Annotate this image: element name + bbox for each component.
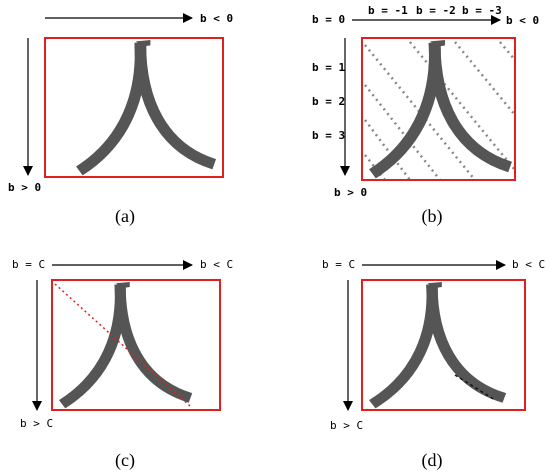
frame — [361, 37, 516, 181]
caption: (c) — [115, 450, 135, 471]
glyph — [79, 40, 214, 171]
glyph — [62, 282, 190, 404]
glyph — [372, 40, 510, 174]
caption: (b) — [422, 206, 443, 227]
y-label: b > C — [20, 417, 53, 430]
side-label: b = 2 — [312, 95, 345, 108]
panel-d: b = C b < C b > C (d) — [322, 258, 545, 471]
top-label: b = -1 — [368, 4, 408, 17]
x-label: b < 0 — [506, 14, 539, 27]
side-label: b = 3 — [312, 129, 345, 142]
side-label: b = 1 — [312, 61, 345, 74]
panel-c: b = C b < C b > C (c) — [12, 258, 233, 471]
frame — [51, 279, 221, 411]
red-dotted-line — [54, 283, 191, 407]
caption: (a) — [115, 206, 135, 227]
top-label: b = -3 — [462, 4, 502, 17]
frame — [361, 279, 526, 411]
origin-label: b = C — [322, 258, 355, 271]
caption: (d) — [422, 450, 443, 471]
y-label: b > 0 — [8, 181, 41, 194]
glyph — [372, 282, 504, 404]
top-label: b = -2 — [416, 4, 456, 17]
origin-label: b = C — [12, 258, 45, 271]
frame — [44, 37, 224, 178]
panel-a: b < 0 b > 0 (a) — [8, 12, 233, 227]
panel-b: b = 0 b = -1 b = -2 b = -3 b < 0 b = 1 b… — [312, 4, 539, 227]
x-label: b < C — [200, 258, 233, 271]
y-label: b > 0 — [334, 186, 367, 199]
x-label: b < C — [512, 258, 545, 271]
dotted-lines — [364, 41, 516, 181]
black-dotted-line — [454, 374, 496, 401]
y-label: b > C — [330, 419, 363, 432]
origin-label: b = 0 — [312, 13, 345, 26]
x-label: b < 0 — [200, 12, 233, 25]
